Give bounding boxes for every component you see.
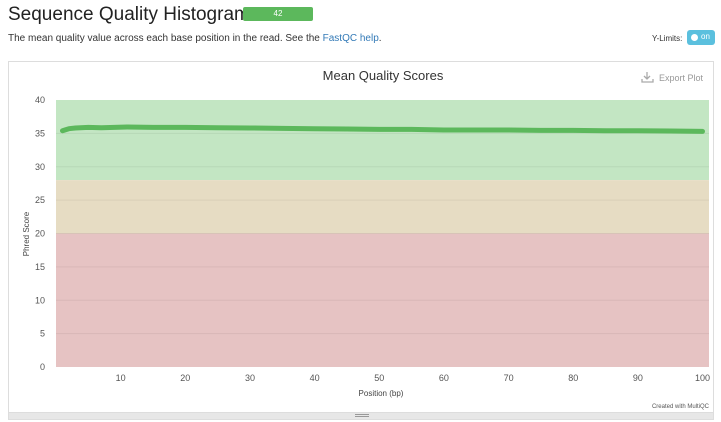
x-tick-label-1: 20 [180, 373, 190, 383]
download-icon [641, 72, 654, 83]
quality-band-1 [56, 180, 709, 234]
x-tick-label-4: 50 [374, 373, 384, 383]
y-axis-label: Phred Score [22, 211, 31, 256]
y-tick-label-4: 20 [35, 229, 45, 239]
description-end: . [378, 33, 382, 44]
y-tick-label-2: 10 [35, 295, 45, 305]
y-tick-label-8: 40 [35, 95, 45, 105]
quality-band-2 [56, 233, 709, 367]
x-tick-label-7: 80 [568, 373, 578, 383]
x-tick-label-0: 10 [116, 373, 126, 383]
export-plot-label: Export Plot [659, 73, 704, 83]
series-line-0[interactable] [60, 124, 705, 134]
plot-resize-handle[interactable] [8, 413, 714, 420]
x-tick-label-5: 60 [439, 373, 449, 383]
y-tick-label-1: 5 [40, 329, 45, 339]
toggle-knob-icon [691, 34, 698, 41]
x-axis-label: Position (bp) [359, 389, 404, 398]
x-tick-label-3: 40 [310, 373, 320, 383]
y-tick-label-0: 0 [40, 362, 45, 372]
multiqc-credit: Created with MultiQC [652, 404, 710, 410]
description-text: The mean quality value across each base … [8, 33, 323, 44]
y-tick-label-6: 30 [35, 162, 45, 172]
series-lines [60, 124, 705, 134]
x-tick-labels: 10 20 30 40 50 60 70 80 90 100 [116, 373, 710, 383]
y-tick-label-3: 15 [35, 262, 45, 272]
x-tick-label-2: 30 [245, 373, 255, 383]
y-tick-labels: 0 5 10 15 20 25 30 35 40 [35, 95, 45, 372]
y-tick-label-7: 35 [35, 128, 45, 138]
sample-count-badge[interactable]: 42 [243, 7, 313, 21]
resize-grip-icon [355, 414, 369, 417]
quality-band-0 [56, 100, 709, 181]
x-tick-label-6: 70 [504, 373, 514, 383]
section-title: Sequence Quality Histograms [8, 4, 260, 25]
fastqc-help-link[interactable]: FastQC help [322, 33, 379, 44]
export-plot-button[interactable]: Export Plot [641, 72, 704, 83]
gridlines [56, 132, 709, 335]
x-tick-label-8: 90 [633, 373, 643, 383]
x-tick-label-9: 100 [695, 373, 710, 383]
y-tick-label-5: 25 [35, 195, 45, 205]
chart-title: Mean Quality Scores [323, 68, 444, 83]
ylimits-label: Y-Limits: [652, 34, 683, 43]
section-description: The mean quality value across each base … [8, 33, 382, 44]
quality-bands [56, 100, 709, 367]
toggle-state: on [701, 32, 710, 41]
ylimits-toggle[interactable]: on [687, 30, 715, 45]
